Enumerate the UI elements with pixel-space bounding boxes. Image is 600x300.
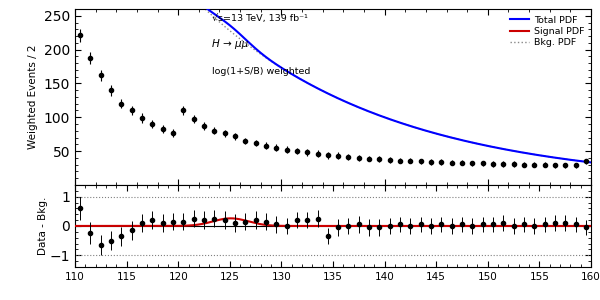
Y-axis label: Data - Bkg.: Data - Bkg. (38, 197, 48, 255)
Text: √s=13 TeV, 139 fb⁻¹: √s=13 TeV, 139 fb⁻¹ (212, 14, 308, 23)
Text: H → μμ: H → μμ (212, 39, 248, 49)
Y-axis label: Weighted Events / 2: Weighted Events / 2 (28, 45, 38, 149)
Legend: Total PDF, Signal PDF, Bkg. PDF: Total PDF, Signal PDF, Bkg. PDF (508, 14, 586, 49)
Text: log(1+S/B) weighted: log(1+S/B) weighted (212, 67, 310, 76)
